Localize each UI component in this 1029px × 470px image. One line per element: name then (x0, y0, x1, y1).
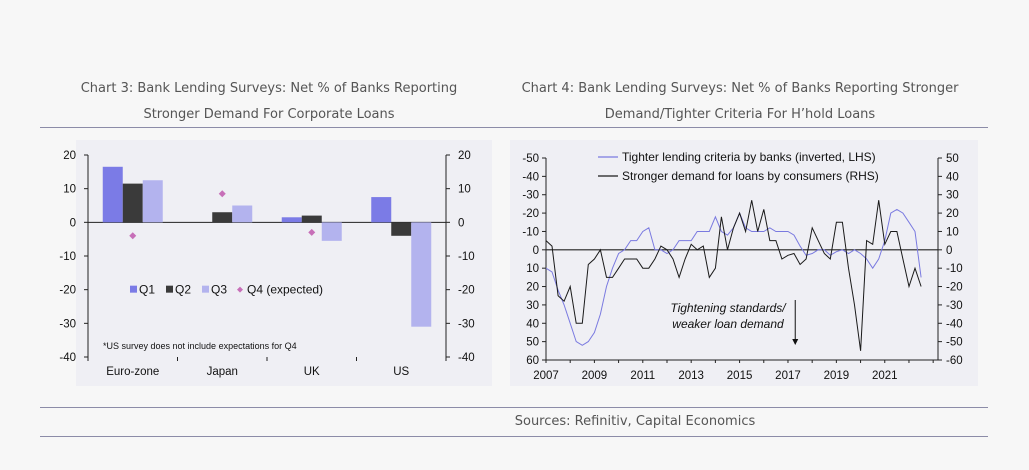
chart4-right-tick-label: -60 (946, 355, 963, 367)
chart3-bar-q2 (122, 183, 143, 223)
chart3-title: Chart 3: Bank Lending Surveys: Net % of … (40, 76, 498, 128)
chart3-bar-q2 (391, 222, 412, 236)
chart3-left-tick-label: 0 (70, 217, 76, 229)
chart4-left-tick-label: -40 (522, 171, 539, 183)
chart3-right-tick-label: -10 (458, 251, 475, 263)
chart3-right-tick-label: -20 (458, 285, 475, 297)
chart4-left-tick-label: 10 (526, 263, 539, 275)
chart3-title-line1: Chart 3: Bank Lending Surveys: Net % of … (80, 81, 458, 96)
chart4-x-tick-label: 2019 (824, 370, 850, 382)
chart4-right-tick-label: -20 (946, 282, 963, 294)
chart4-title-line2: Demand/Tighter Criteria For H’hold Loans (604, 107, 876, 122)
chart3-legend-swatch-q3 (202, 285, 209, 293)
chart4-right-tick-label: 0 (946, 245, 952, 257)
chart4-title: Chart 4: Bank Lending Surveys: Net % of … (505, 76, 975, 128)
chart3-bar-q3 (142, 180, 163, 223)
chart3-right-tick-label: -30 (458, 318, 475, 330)
chart3-right-tick-label: -40 (458, 352, 475, 364)
chart3-legend-swatch-q1 (130, 285, 137, 293)
chart3-q4-marker (218, 190, 226, 198)
chart4-line-consumer-demand (545, 200, 922, 351)
chart4-x-tick-label: 2017 (775, 370, 801, 382)
chart4-right-tick-label: -30 (946, 300, 963, 312)
chart3-legend-swatch-q4 (237, 286, 243, 293)
chart4-x-tick-label: 2015 (727, 370, 753, 382)
chart4-title-line1: Chart 4: Bank Lending Surveys: Net % of … (521, 81, 959, 96)
chart4-right-tick-label: 40 (946, 171, 959, 183)
chart3-bar-q3 (321, 222, 342, 241)
chart4-left-tick-label: -50 (522, 153, 539, 165)
chart3-category-label: UK (304, 366, 320, 378)
chart3-category-label: US (393, 366, 409, 378)
chart4-left-tick-label: 20 (526, 282, 539, 294)
chart3-bar-q3 (232, 205, 253, 223)
chart4-annotation-line1: Tightening standards/ (670, 301, 787, 315)
chart4-right-tick-label: 20 (946, 208, 959, 220)
chart4-left-tick-label: 40 (526, 318, 539, 330)
chart3-bar-q3 (411, 222, 432, 327)
chart4-left-tick-label: -20 (522, 208, 539, 220)
chart4-annotation-arrow-head (792, 339, 799, 345)
chart4-left-tick-label: -10 (522, 226, 539, 238)
chart3-legend-swatch-q2 (166, 285, 173, 293)
chart4-left-tick-label: 50 (526, 337, 539, 349)
chart3-category-label: Japan (207, 366, 238, 378)
chart3-legend-label: Q4 (expected) (247, 283, 323, 297)
chart4-right-tick-label: 30 (946, 190, 959, 202)
chart4-right-tick-label: 50 (946, 153, 959, 165)
chart4-left-tick-label: 0 (533, 245, 539, 257)
chart3-right-tick-label: 10 (458, 184, 471, 196)
footer-rule-bottom (40, 436, 988, 437)
chart4-right-tick-label: -40 (946, 318, 963, 330)
chart3-legend-label: Q3 (211, 283, 227, 297)
chart4-annotation-line2: weaker loan demand (672, 317, 784, 331)
chart4-legend-label: Stronger demand for loans by consumers (… (622, 169, 879, 183)
chart4-x-tick-label: 2011 (630, 370, 655, 382)
chart3-bar-q1 (281, 217, 302, 223)
footer-rule-top (40, 407, 988, 408)
chart3-category-label: Euro-zone (106, 366, 159, 378)
chart3-left-tick-label: 10 (63, 184, 76, 196)
chart3-right-tick-label: 20 (458, 150, 471, 162)
chart3-footnote: *US survey does not include expectations… (103, 341, 297, 351)
chart3-q4-marker (129, 232, 137, 240)
chart3-bar-q2 (212, 212, 233, 223)
chart3-bar-q1 (102, 166, 123, 223)
sources-note: Sources: Refinitiv, Capital Economics (514, 414, 756, 429)
chart4-right-tick-label: -10 (946, 263, 963, 275)
chart3-right-tick-label: 0 (458, 217, 464, 229)
chart4-x-tick-label: 2013 (678, 370, 704, 382)
chart4-left-tick-label: 30 (526, 300, 539, 312)
chart3-bar-q2 (301, 215, 322, 223)
chart4-right-tick-label: 10 (946, 226, 959, 238)
chart4-left-tick-label: 60 (526, 355, 539, 367)
chart4-panel (510, 140, 978, 386)
chart3-title-line2: Stronger Demand For Corporate Loans (143, 107, 395, 122)
chart4-legend-label: Tighter lending criteria by banks (inver… (622, 150, 876, 164)
chart4-x-tick-label: 2021 (872, 370, 898, 382)
chart3-legend-label: Q1 (139, 283, 155, 297)
chart3-left-tick-label: -30 (59, 318, 76, 330)
chart3-legend-label: Q2 (175, 283, 191, 297)
chart4-x-tick-label: 2007 (533, 370, 559, 382)
chart3-left-tick-label: -20 (59, 285, 76, 297)
chart3-left-tick-label: -10 (59, 251, 76, 263)
chart3-bar-q1 (371, 197, 392, 223)
chart4-right-tick-label: -50 (946, 337, 963, 349)
chart4-x-tick-label: 2009 (582, 370, 608, 382)
chart3-left-tick-label: -40 (59, 352, 76, 364)
header-rule (40, 127, 988, 128)
chart4-left-tick-label: -30 (522, 190, 539, 202)
chart3-q4-marker (308, 228, 316, 236)
chart3-left-tick-label: 20 (63, 150, 76, 162)
